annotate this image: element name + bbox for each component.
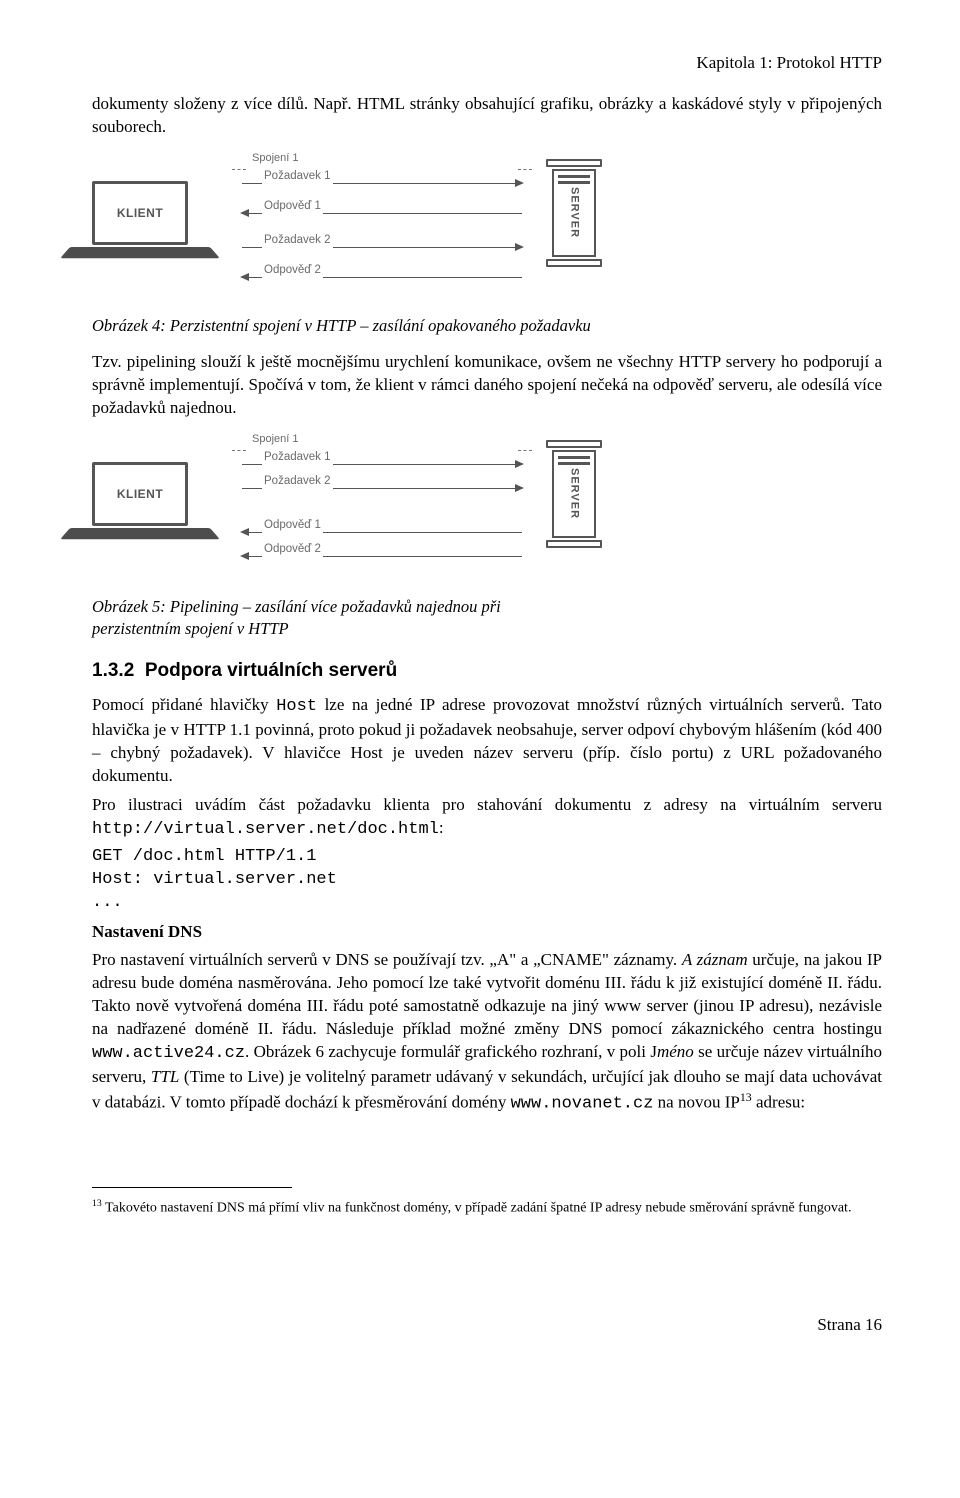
pipelining-paragraph: Tzv. pipelining slouží k ještě mocnějším…	[92, 351, 882, 420]
server-icon: SERVER	[546, 440, 602, 548]
client-label: KLIENT	[103, 473, 177, 515]
arrow-row: Odpověď 1	[242, 207, 522, 208]
arrow-row: Požadavek 2	[242, 482, 522, 483]
figure-5-caption: Obrázek 5: Pipelining – zasílání více po…	[92, 596, 532, 641]
arrow-label: Odpověď 1	[262, 518, 323, 534]
arrow-label: Požadavek 1	[262, 169, 333, 185]
arrow-row: Odpověď 1	[242, 526, 522, 527]
intro-paragraph: dokumenty složeny z více dílů. Např. HTM…	[92, 93, 882, 139]
arrow-row: Požadavek 1	[242, 177, 522, 178]
figure-4-caption: Obrázek 4: Perzistentní spojení v HTTP –…	[92, 315, 882, 337]
server-label: SERVER	[567, 468, 582, 519]
arrow-label: Odpověď 2	[262, 542, 323, 558]
arrow-row: Odpověď 2	[242, 271, 522, 272]
server-icon: SERVER	[546, 159, 602, 267]
page-footer: Strana 16	[92, 1314, 882, 1337]
figure-4-diagram: KLIENT Spojení 1 Požadavek 1 Odpověď 1 P…	[92, 153, 882, 305]
arrow-label: Požadavek 2	[262, 474, 333, 490]
section-number: 1.3.2	[92, 660, 134, 681]
section-paragraph-1: Pomocí přidané hlavičky Host lze na jedn…	[92, 694, 882, 788]
client-label: KLIENT	[103, 192, 177, 234]
footnote-ref: 13	[740, 1090, 752, 1104]
section-title: Podpora virtuálních serverů	[145, 660, 397, 681]
dns-paragraph: Pro nastavení virtuálních serverů v DNS …	[92, 949, 882, 1116]
section-heading: 1.3.2 Podpora virtuálních serverů	[92, 658, 882, 684]
section-paragraph-2: Pro ilustraci uvádím část požadavku klie…	[92, 794, 882, 842]
chapter-header: Kapitola 1: Protokol HTTP	[92, 52, 882, 75]
client-computer-icon: KLIENT	[92, 181, 188, 245]
client-computer-icon: KLIENT	[92, 462, 188, 526]
arrow-label: Požadavek 2	[262, 233, 333, 249]
arrow-row: Požadavek 2	[242, 241, 522, 242]
figure-5-diagram: KLIENT Spojení 1 Požadavek 1 Požadavek 2…	[92, 434, 882, 586]
arrow-label: Odpověď 2	[262, 263, 323, 279]
arrow-label: Požadavek 1	[262, 450, 333, 466]
arrow-row: Odpověď 2	[242, 550, 522, 551]
arrow-label: Odpověď 1	[262, 199, 323, 215]
dns-subheading: Nastavení DNS	[92, 921, 882, 944]
arrow-row: Požadavek 1	[242, 458, 522, 459]
server-label: SERVER	[567, 187, 582, 238]
footnote-separator	[92, 1187, 292, 1188]
http-request-code: GET /doc.html HTTP/1.1 Host: virtual.ser…	[92, 846, 882, 915]
footnote-13: 13 Takovéto nastavení DNS má přímí vliv …	[92, 1198, 882, 1218]
